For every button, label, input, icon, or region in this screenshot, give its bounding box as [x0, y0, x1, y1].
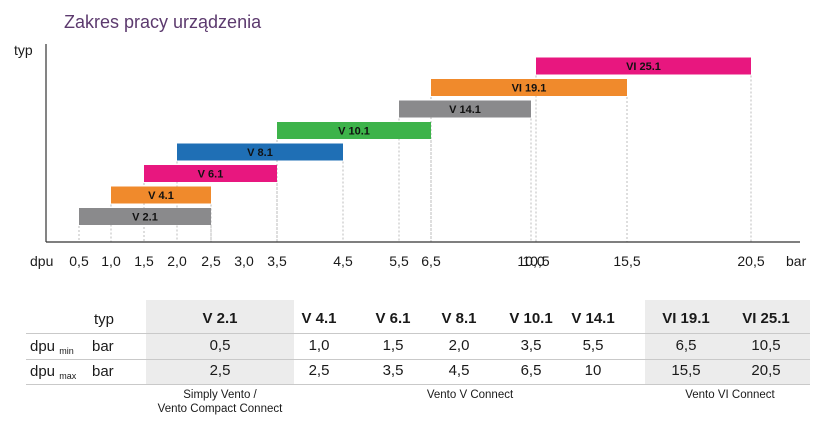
x-tick-label: 15,5	[613, 253, 640, 269]
x-tick-label: 2,5	[201, 253, 221, 269]
row-divider	[26, 333, 810, 334]
group-label-vento-v: Vento V Connect	[426, 389, 514, 401]
table-cell-max: 4,5	[448, 362, 470, 379]
table-cell-min: 5,5	[582, 337, 604, 354]
range-bar	[79, 208, 211, 225]
range-chart: V 2.1 V 4.1 V 6.1 V 8.1 V 10.1 V 14.1 VI 19.1 V…	[30, 44, 807, 269]
table-cell-max: 15,5	[671, 362, 701, 379]
x-tick-label: 10,5	[522, 253, 549, 269]
x-tick-label: 20,5	[737, 253, 764, 269]
group-bg-1	[146, 300, 294, 385]
x-tick-label: 0,5	[69, 253, 89, 269]
range-bar	[536, 57, 751, 75]
table-cell-max: 2,5	[209, 362, 231, 379]
table-column-header: VI 19.1	[662, 310, 710, 327]
x-axis-unit: bar	[786, 253, 807, 269]
x-tick-label: 1,5	[134, 253, 154, 269]
row-min-label: dpu min	[30, 338, 74, 356]
table-cell-min: 10,5	[751, 337, 781, 354]
table-column-header: VI 25.1	[742, 310, 790, 327]
table-cell-min: 6,5	[675, 337, 697, 354]
table-cell-min: 2,0	[448, 337, 470, 354]
table-cell-min: 3,5	[520, 337, 542, 354]
group-label-line: Vento Compact Connect	[157, 403, 283, 415]
x-tick-label: 6,5	[421, 253, 441, 269]
range-bar	[431, 79, 627, 96]
table-cell-max: 10	[584, 362, 602, 379]
group-bg-3	[645, 300, 810, 385]
x-tick-label: 3,0	[234, 253, 254, 269]
table-cell-max: 2,5	[308, 362, 330, 379]
table-cell-max: 3,5	[382, 362, 404, 379]
row-min-unit: bar	[92, 338, 114, 355]
y-axis-label: typ	[14, 42, 33, 58]
bar-label: V 6.1	[198, 169, 224, 181]
range-bar	[111, 186, 211, 204]
bar-label: V 10.1	[338, 126, 370, 138]
range-bar	[399, 100, 531, 118]
table-column-header: V 10.1	[509, 310, 553, 327]
bar-label: V 2.1	[132, 212, 158, 224]
range-bar	[177, 143, 343, 161]
bar-label: V 4.1	[148, 190, 174, 202]
table-column-header: V 2.1	[202, 310, 238, 327]
group-label-line: Simply Vento /	[183, 389, 257, 401]
table-column-header: V 14.1	[571, 310, 615, 327]
bar-label: VI 19.1	[512, 83, 547, 95]
table-column-header: V 6.1	[375, 310, 411, 327]
table-cell-min: 1,0	[308, 337, 330, 354]
bar-label: V 14.1	[449, 104, 481, 116]
range-bar	[277, 122, 431, 139]
x-tick-label: 4,5	[333, 253, 353, 269]
table-cell-min: 0,5	[209, 337, 231, 354]
x-tick-label: 10,0	[517, 253, 544, 269]
x-tick-label: 5,5	[389, 253, 409, 269]
table-column-header: V 4.1	[301, 310, 337, 327]
chart-title: Zakres pracy urządzenia	[64, 12, 262, 32]
table-cell-max: 20,5	[751, 362, 781, 379]
row-divider	[26, 359, 810, 360]
x-axis-label: dpu	[30, 253, 53, 269]
bar-label: VI 25.1	[626, 61, 661, 73]
row-divider	[26, 384, 810, 385]
table-cell-min: 1,5	[382, 337, 404, 354]
x-tick-label: 3,5	[267, 253, 287, 269]
row-max-unit: bar	[92, 363, 114, 380]
bar-label: V 8.1	[247, 147, 273, 159]
x-tick-label: 2,0	[167, 253, 187, 269]
row-max-label: dpu max	[30, 363, 77, 381]
range-bar	[144, 165, 277, 182]
table-head-label: typ	[94, 311, 115, 328]
group-label-simply-vento: Simply Vento / Vento Compact Connect	[140, 388, 300, 416]
spec-table: typ dpu min bar dpu max bar V 2.1 0,5 2,5 V…	[26, 300, 810, 385]
group-label-vento-vi: Vento VI Connect	[685, 389, 775, 401]
x-tick-label: 1,0	[101, 253, 121, 269]
table-cell-max: 6,5	[520, 362, 542, 379]
table-column-header: V 8.1	[441, 310, 477, 327]
